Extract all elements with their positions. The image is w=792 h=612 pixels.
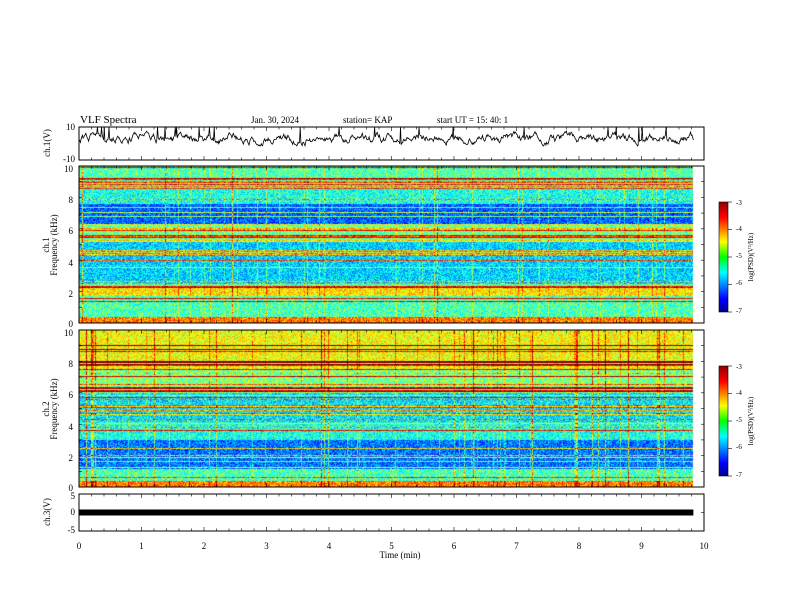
ch2-spectrogram-channel-label: ch.2 xyxy=(41,401,51,416)
ch2-freq-tick-4: 4 xyxy=(69,422,74,432)
ch1-cb-tick-m5: -5 xyxy=(736,252,742,260)
station-label: station= KAP xyxy=(343,115,392,125)
ch1-cb-tick-m6: -6 xyxy=(736,279,742,287)
ch3-waveform-line xyxy=(79,509,694,516)
xtick-2: 2 xyxy=(202,541,207,551)
ch3-ytick-0: 0 xyxy=(71,507,76,517)
ch2-spectrogram-ticks xyxy=(78,329,705,488)
ch2-cb-tick-m3: -3 xyxy=(736,363,742,371)
ch1-colorbar-label: log(PSD)(V²/Hz) xyxy=(747,232,755,281)
ch1-freq-tick-6: 6 xyxy=(69,226,74,236)
xtick-3: 3 xyxy=(264,541,269,551)
xtick-9: 9 xyxy=(639,541,644,551)
ch2-cb-tick-m7: -7 xyxy=(736,471,742,479)
xtick-8: 8 xyxy=(577,541,582,551)
ch2-spectrogram-panel: 10 8 6 4 2 0 ch.2 Frequency (kHz) xyxy=(41,328,705,493)
ch2-spectrogram-ylabel: Frequency (kHz) xyxy=(49,378,59,439)
ch1-waveform-ticks xyxy=(78,127,705,160)
ch2-spectrogram-image xyxy=(79,330,704,487)
xtick-0: 0 xyxy=(77,541,82,551)
ch2-freq-tick-10: 10 xyxy=(64,328,74,338)
xtick-10: 10 xyxy=(700,541,710,551)
ch1-freq-tick-0: 0 xyxy=(69,319,74,329)
xtick-5: 5 xyxy=(389,541,394,551)
ch2-cb-tick-m6: -6 xyxy=(736,443,742,451)
ch2-freq-tick-8: 8 xyxy=(69,359,74,369)
ch1-waveform-line xyxy=(78,126,694,148)
ch1-cb-tick-m3: -3 xyxy=(736,199,742,207)
ch3-waveform-ticks xyxy=(78,493,705,532)
ch1-spectrogram-image xyxy=(79,166,704,323)
ch1-freq-tick-4: 4 xyxy=(69,258,74,268)
ch1-waveform-panel: 10 -10 ch.1(V) xyxy=(42,122,705,164)
ch1-spectrogram-ylabel: Frequency (kHz) xyxy=(49,214,59,275)
ch2-colorbar-ticks xyxy=(728,365,732,477)
ch3-ytick-5: 5 xyxy=(71,491,76,501)
xtick-4: 4 xyxy=(327,541,332,551)
ch2-freq-tick-6: 6 xyxy=(69,390,74,400)
ch2-colorbar-scale xyxy=(718,365,729,477)
ch1-spectrogram-ticks xyxy=(78,165,705,324)
ch1-ytick-top: 10 xyxy=(66,122,76,132)
start-time-label: start UT = 15: 40: 1 xyxy=(437,115,508,125)
ch1-spectrogram-channel-label: ch.1 xyxy=(41,237,51,252)
ch1-spectrogram-panel: 10 8 6 4 2 0 ch.1 Frequency (kHz) xyxy=(41,164,705,329)
ch2-freq-tick-2: 2 xyxy=(69,453,74,463)
ch1-waveform-frame xyxy=(78,126,705,161)
ch3-ytick-m5: -5 xyxy=(68,525,76,535)
ch1-colorbar-ticks xyxy=(728,201,732,313)
xtick-6: 6 xyxy=(452,541,457,551)
ch2-cb-tick-m4: -4 xyxy=(736,389,742,397)
time-axis: 0 1 2 3 4 5 6 7 8 9 10 Time (min) xyxy=(77,541,709,560)
ch1-cb-tick-m4: -4 xyxy=(736,225,742,233)
ch1-freq-tick-2: 2 xyxy=(69,289,74,299)
ch2-colorbar: -3 -4 -5 -6 -7 log(PSD)(V²/Hz) xyxy=(718,363,755,479)
ch2-cb-tick-m5: -5 xyxy=(736,416,742,424)
ch1-colorbar-scale xyxy=(718,201,729,313)
xtick-1: 1 xyxy=(139,541,144,551)
ch2-colorbar-label: log(PSD)(V²/Hz) xyxy=(747,396,755,445)
ch3-waveform-ylabel: ch.3(V) xyxy=(42,498,52,526)
ch2-freq-tick-0: 0 xyxy=(69,483,74,493)
ch1-waveform-ylabel: ch.1(V) xyxy=(42,129,52,157)
ch1-colorbar: -3 -4 -5 -6 -7 log(PSD)(V²/Hz) xyxy=(718,199,755,315)
xtick-7: 7 xyxy=(514,541,519,551)
date-label: Jan. 30, 2024 xyxy=(251,115,299,125)
ch1-freq-tick-8: 8 xyxy=(69,195,74,205)
ch3-waveform-panel: 5 0 -5 ch.3(V) xyxy=(42,491,705,535)
ch1-cb-tick-m7: -7 xyxy=(736,307,742,315)
ch1-ytick-bottom: -10 xyxy=(63,154,75,164)
figure-title: VLF Spectra xyxy=(80,114,137,126)
time-axis-label: Time (min) xyxy=(380,550,421,560)
ch1-freq-tick-10: 10 xyxy=(64,164,74,174)
